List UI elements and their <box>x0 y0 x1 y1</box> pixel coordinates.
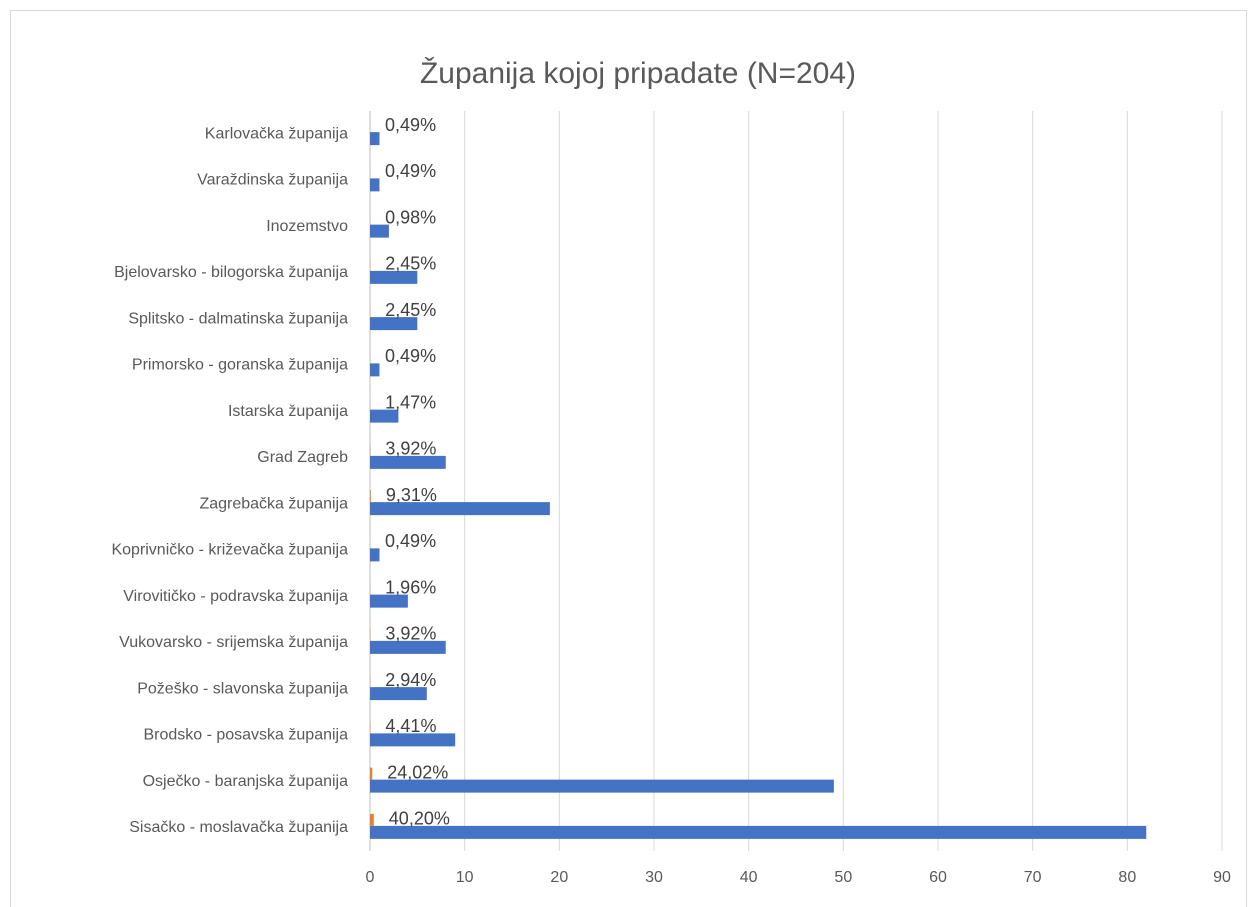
data-label: 2,45% <box>385 254 436 274</box>
bar <box>370 455 446 469</box>
data-label: 1,47% <box>385 392 436 412</box>
bar <box>370 548 380 562</box>
chart-title: Županija kojoj pripadate (N=204) <box>420 57 856 90</box>
bar <box>370 224 389 238</box>
y-tick-label: Splitsko - dalmatinska županija <box>128 310 348 327</box>
data-label: 4,41% <box>385 716 436 736</box>
bar <box>370 813 374 826</box>
y-tick-label: Inozemstvo <box>266 218 348 235</box>
x-tick-label: 30 <box>645 869 663 886</box>
data-label: 0,49% <box>385 531 436 551</box>
y-tick-label: Grad Zagreb <box>257 449 348 466</box>
bar <box>370 178 380 192</box>
bar <box>370 640 446 654</box>
bar <box>370 502 550 516</box>
bar <box>370 409 399 423</box>
y-tick-label: Osječko - baranjska županija <box>143 773 349 790</box>
data-label: 0,49% <box>385 115 436 135</box>
y-tick-label: Virovitičko - podravska županija <box>123 588 348 605</box>
data-label: 1,96% <box>385 577 436 597</box>
y-tick-label: Vukovarsko - srijemska županija <box>119 634 348 651</box>
chart-frame <box>10 10 1247 907</box>
bar <box>370 317 418 331</box>
bar <box>370 270 418 284</box>
bar <box>370 767 373 780</box>
data-label: 0,98% <box>385 207 436 227</box>
bar <box>370 490 371 503</box>
x-tick-label: 0 <box>366 869 375 886</box>
data-label: 2,45% <box>385 300 436 320</box>
y-tick-label: Požeško - slavonska županija <box>137 680 348 697</box>
y-tick-label: Primorsko - goranska županija <box>132 357 348 374</box>
bar <box>370 687 427 701</box>
bar <box>370 825 1147 839</box>
data-label: 0,49% <box>385 346 436 366</box>
data-label: 24,02% <box>387 762 448 782</box>
bar <box>370 733 456 747</box>
x-tick-label: 50 <box>834 869 852 886</box>
bar <box>370 779 834 793</box>
x-tick-label: 10 <box>456 869 474 886</box>
bar <box>370 363 380 377</box>
y-tick-label: Sisačko - moslavačka županija <box>129 819 348 836</box>
y-tick-label: Karlovačka županija <box>205 125 348 142</box>
data-label: 0,49% <box>385 161 436 181</box>
data-label: 3,92% <box>385 439 436 459</box>
data-label: 9,31% <box>386 485 437 505</box>
y-tick-label: Istarska županija <box>228 403 348 420</box>
data-label: 2,94% <box>385 670 436 690</box>
y-tick-label: Koprivničko - križevačka županija <box>111 542 348 559</box>
data-label: 3,92% <box>385 624 436 644</box>
x-tick-label: 80 <box>1118 869 1136 886</box>
y-tick-label: Brodsko - posavska županija <box>143 727 348 744</box>
x-tick-label: 90 <box>1213 869 1231 886</box>
y-tick-label: Zagrebačka županija <box>199 495 348 512</box>
x-tick-label: 40 <box>740 869 758 886</box>
x-tick-label: 20 <box>550 869 568 886</box>
y-tick-label: Bjelovarsko - bilogorska županija <box>114 264 348 281</box>
x-tick-label: 60 <box>929 869 947 886</box>
x-tick-label: 70 <box>1024 869 1042 886</box>
y-tick-label: Varaždinska županija <box>197 172 348 189</box>
data-label: 40,20% <box>389 809 450 829</box>
bar <box>370 594 408 608</box>
bar <box>370 132 380 146</box>
